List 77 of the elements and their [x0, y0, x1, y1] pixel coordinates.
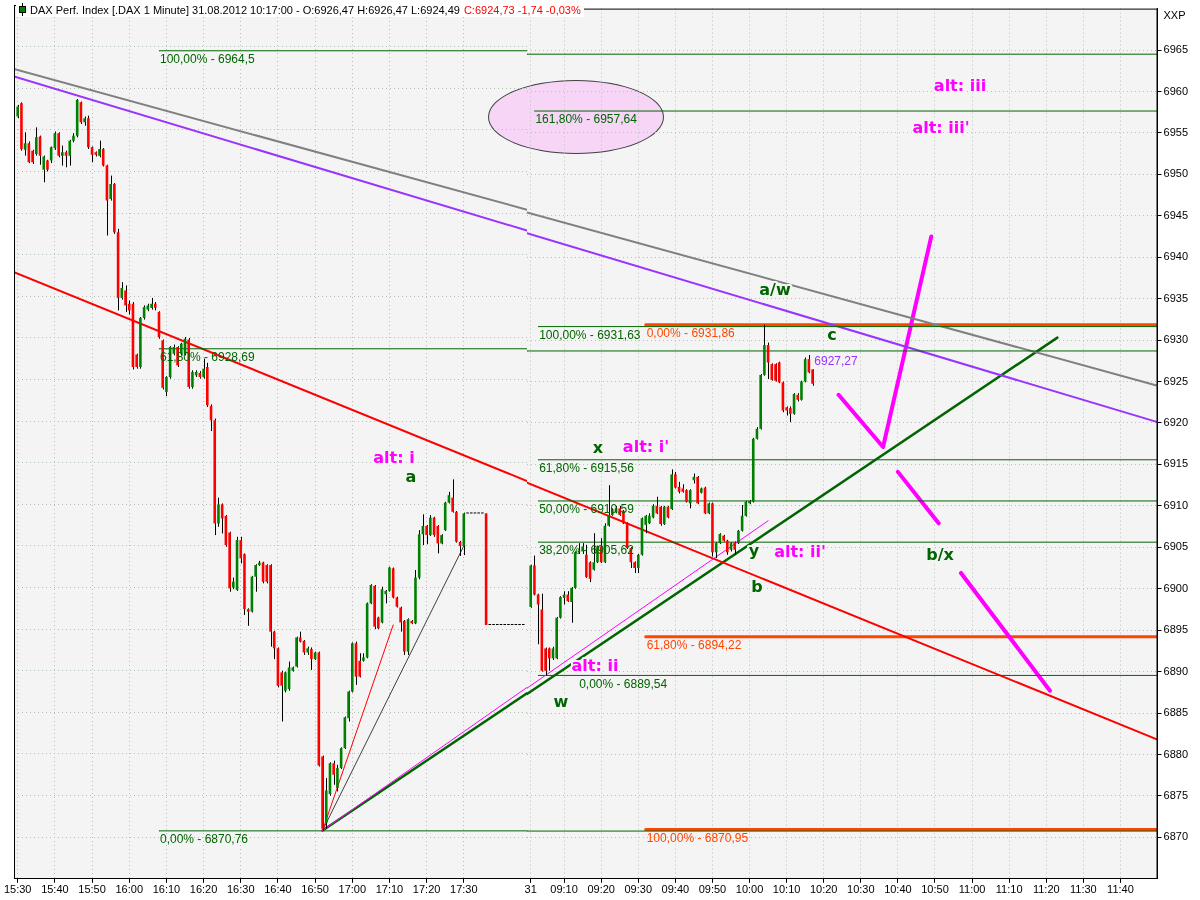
x-tick-label: 31	[524, 883, 537, 896]
annotation: alt: i'	[622, 437, 670, 457]
annotation: c	[827, 325, 837, 345]
x-tick-label: 15:40	[41, 883, 69, 896]
x-tick-label: 17:10	[375, 883, 404, 896]
y-axis-title: XXP	[1163, 9, 1186, 22]
y-tick-label: 6940	[1163, 250, 1189, 263]
x-tick-label: 09:20	[587, 883, 615, 896]
x-tick-label: 10:30	[847, 883, 875, 896]
chart-title: DAX Perf. Index [.DAX 1 Minute] 31.08.2012 10:17:00 - O:6926,47 H:6926,47 L:6924,49	[30, 3, 460, 16]
annotation: alt: iii	[933, 76, 987, 96]
y-tick-label: 6930	[1163, 333, 1189, 346]
x-tick-label: 17:30	[450, 883, 478, 896]
chart-subtitle: C:6924,73 -1,74 -0,03%	[463, 3, 581, 16]
x-tick-label: 10:40	[884, 883, 912, 896]
y-tick-label: 6955	[1163, 125, 1189, 138]
annotation: a	[405, 467, 417, 487]
series-label: 61,80% - 6894,22	[646, 637, 742, 652]
x-tick-label: 16:40	[264, 883, 292, 896]
x-tick-label: 10:00	[735, 883, 764, 896]
y-tick-label: 6960	[1163, 84, 1189, 97]
y-tick-label: 6890	[1163, 664, 1189, 677]
y-tick-label: 6950	[1163, 167, 1189, 180]
x-tick-label: 11:10	[995, 883, 1023, 896]
series-label: 0,00% - 6889,54	[579, 676, 668, 691]
x-tick-label: 16:00	[115, 883, 143, 896]
y-tick-label: 6925	[1163, 374, 1189, 387]
x-tick-label: 11:30	[1069, 883, 1097, 896]
x-tick-label: 15:30	[3, 883, 32, 896]
annotation: 6927,27	[814, 354, 859, 369]
series-label: 100,00% - 6870,95	[646, 830, 749, 845]
x-tick-label: 10:20	[809, 883, 838, 896]
x-tick-label: 09:50	[698, 883, 727, 896]
annotation: b	[751, 577, 763, 597]
series-label: 0,00% - 6931,86	[646, 326, 736, 340]
y-tick-label: 6915	[1163, 457, 1189, 470]
annotation: alt: ii	[571, 656, 619, 676]
y-tick-label: 6935	[1163, 291, 1189, 304]
annotation: alt: i	[373, 448, 415, 468]
y-tick-label: 6870	[1163, 830, 1189, 843]
annotation: y	[748, 541, 760, 561]
series-label: 161,80% - 6957,64	[535, 112, 638, 127]
x-tick-label: 15:50	[78, 883, 106, 896]
x-tick-label: 17:00	[338, 883, 367, 896]
annotation: a/w	[759, 280, 791, 300]
x-tick-label: 10:50	[921, 883, 949, 896]
x-tick-label: 16:20	[189, 883, 218, 896]
y-tick-label: 6880	[1163, 747, 1189, 760]
x-tick-label: 16:30	[227, 883, 255, 896]
x-tick-label: 10:10	[772, 883, 801, 896]
y-tick-label: 6885	[1163, 706, 1189, 719]
x-tick-label: 16:10	[152, 883, 181, 896]
annotation: x	[592, 438, 604, 458]
x-tick-label: 09:30	[624, 883, 653, 896]
y-tick-label: 6945	[1163, 208, 1189, 221]
series-label: 100,00% - 6931,63	[539, 327, 641, 342]
x-tick-label: 09:40	[661, 883, 690, 896]
y-tick-label: 6875	[1163, 788, 1189, 801]
annotation: b/x	[926, 545, 955, 565]
annotation: alt: iii'	[912, 118, 970, 138]
series-label: 100,00% - 6964,5	[159, 52, 256, 67]
x-tick-label: 11:00	[958, 883, 986, 896]
y-tick-label: 6920	[1163, 416, 1189, 429]
x-tick-label: 17:20	[412, 883, 441, 896]
series-label: 0,00% - 6870,76	[159, 832, 249, 847]
x-tick-label: 09:10	[550, 883, 578, 896]
series-label: 61,80% - 6915,56	[539, 461, 635, 476]
y-tick-label: 6905	[1163, 540, 1189, 553]
y-tick-label: 6965	[1163, 43, 1189, 56]
y-tick-label: 6900	[1163, 581, 1189, 594]
x-tick-label: 16:50	[301, 883, 329, 896]
annotation: w	[553, 692, 569, 712]
y-tick-label: 6910	[1163, 498, 1189, 511]
y-tick-label: 6895	[1163, 623, 1189, 636]
x-tick-label: 11:40	[1107, 883, 1134, 896]
x-tick-label: 11:20	[1032, 883, 1060, 896]
annotation: alt: ii'	[774, 542, 826, 562]
